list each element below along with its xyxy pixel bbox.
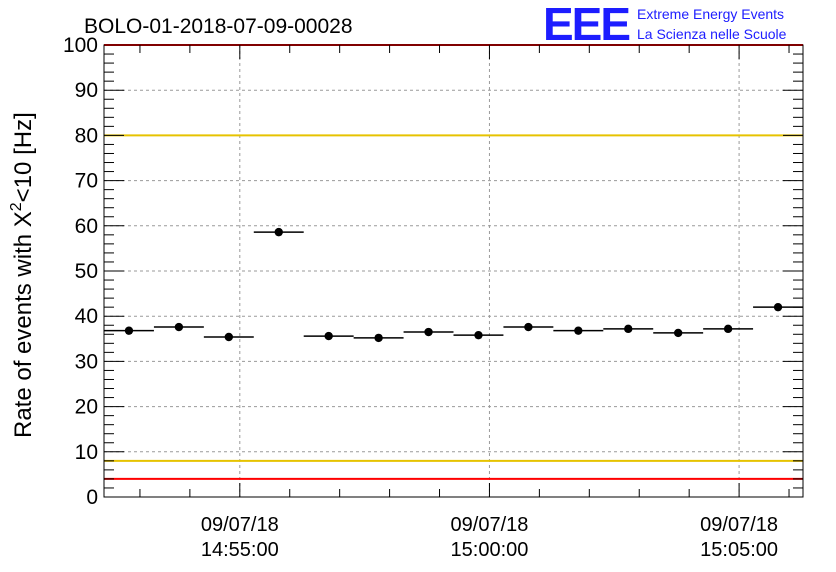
data-point [624,324,633,334]
y-tick-label: 0 [86,486,98,509]
y-tick-label: 60 [75,215,98,238]
data-point [673,328,683,338]
y-tick-label: 70 [75,170,98,193]
y-tick-label: 40 [75,305,98,328]
logo-line-1: Extreme Energy Events [637,6,784,22]
eee-logo: EEE Extreme Energy Events La Scienza nel… [543,0,787,50]
y-tick-label: 30 [75,350,98,373]
x-tick-date: 09/07/18 [201,514,279,536]
x-tick-time: 15:05:00 [700,539,778,561]
grid [104,44,803,498]
x-tick-labels: 09/07/18 14:55:00 09/07/18 15:00:00 09/07/18… [201,514,778,561]
chart-title: BOLO-01-2018-07-09-00028 [84,15,353,38]
data-point [324,331,333,341]
axis-ticks [104,44,803,498]
data-point [274,227,283,237]
data-point [524,322,533,332]
data-point [124,326,134,335]
reference-lines [104,44,803,480]
logo-mark: EEE [543,0,629,50]
data-point [224,332,234,342]
x-tick-time: 14:55:00 [201,539,279,561]
y-tick-label: 10 [75,441,98,464]
y-tick-labels: 0 10 20 30 40 50 60 70 80 90 100 [63,34,98,509]
x-tick-date: 09/07/18 [700,514,778,536]
x-tick-time: 15:00:00 [451,539,529,561]
data-point [773,302,783,312]
y-tick-label: 90 [75,79,98,102]
y-tick-label: 50 [75,260,98,283]
logo-line-2: La Scienza nelle Scuole [637,26,787,42]
y-tick-label: 100 [63,34,98,57]
data-point [374,333,383,343]
y-axis-title: Rate of events with X2<10 [Hz] [8,112,37,438]
y-tick-label: 80 [75,124,98,147]
y-tick-label: 20 [75,396,98,419]
data-point [174,322,184,332]
data-point [574,326,583,335]
data-point [723,324,733,334]
x-tick-date: 09/07/18 [451,514,529,536]
data-points [104,227,803,343]
data-point [474,330,483,340]
data-point [424,327,433,337]
